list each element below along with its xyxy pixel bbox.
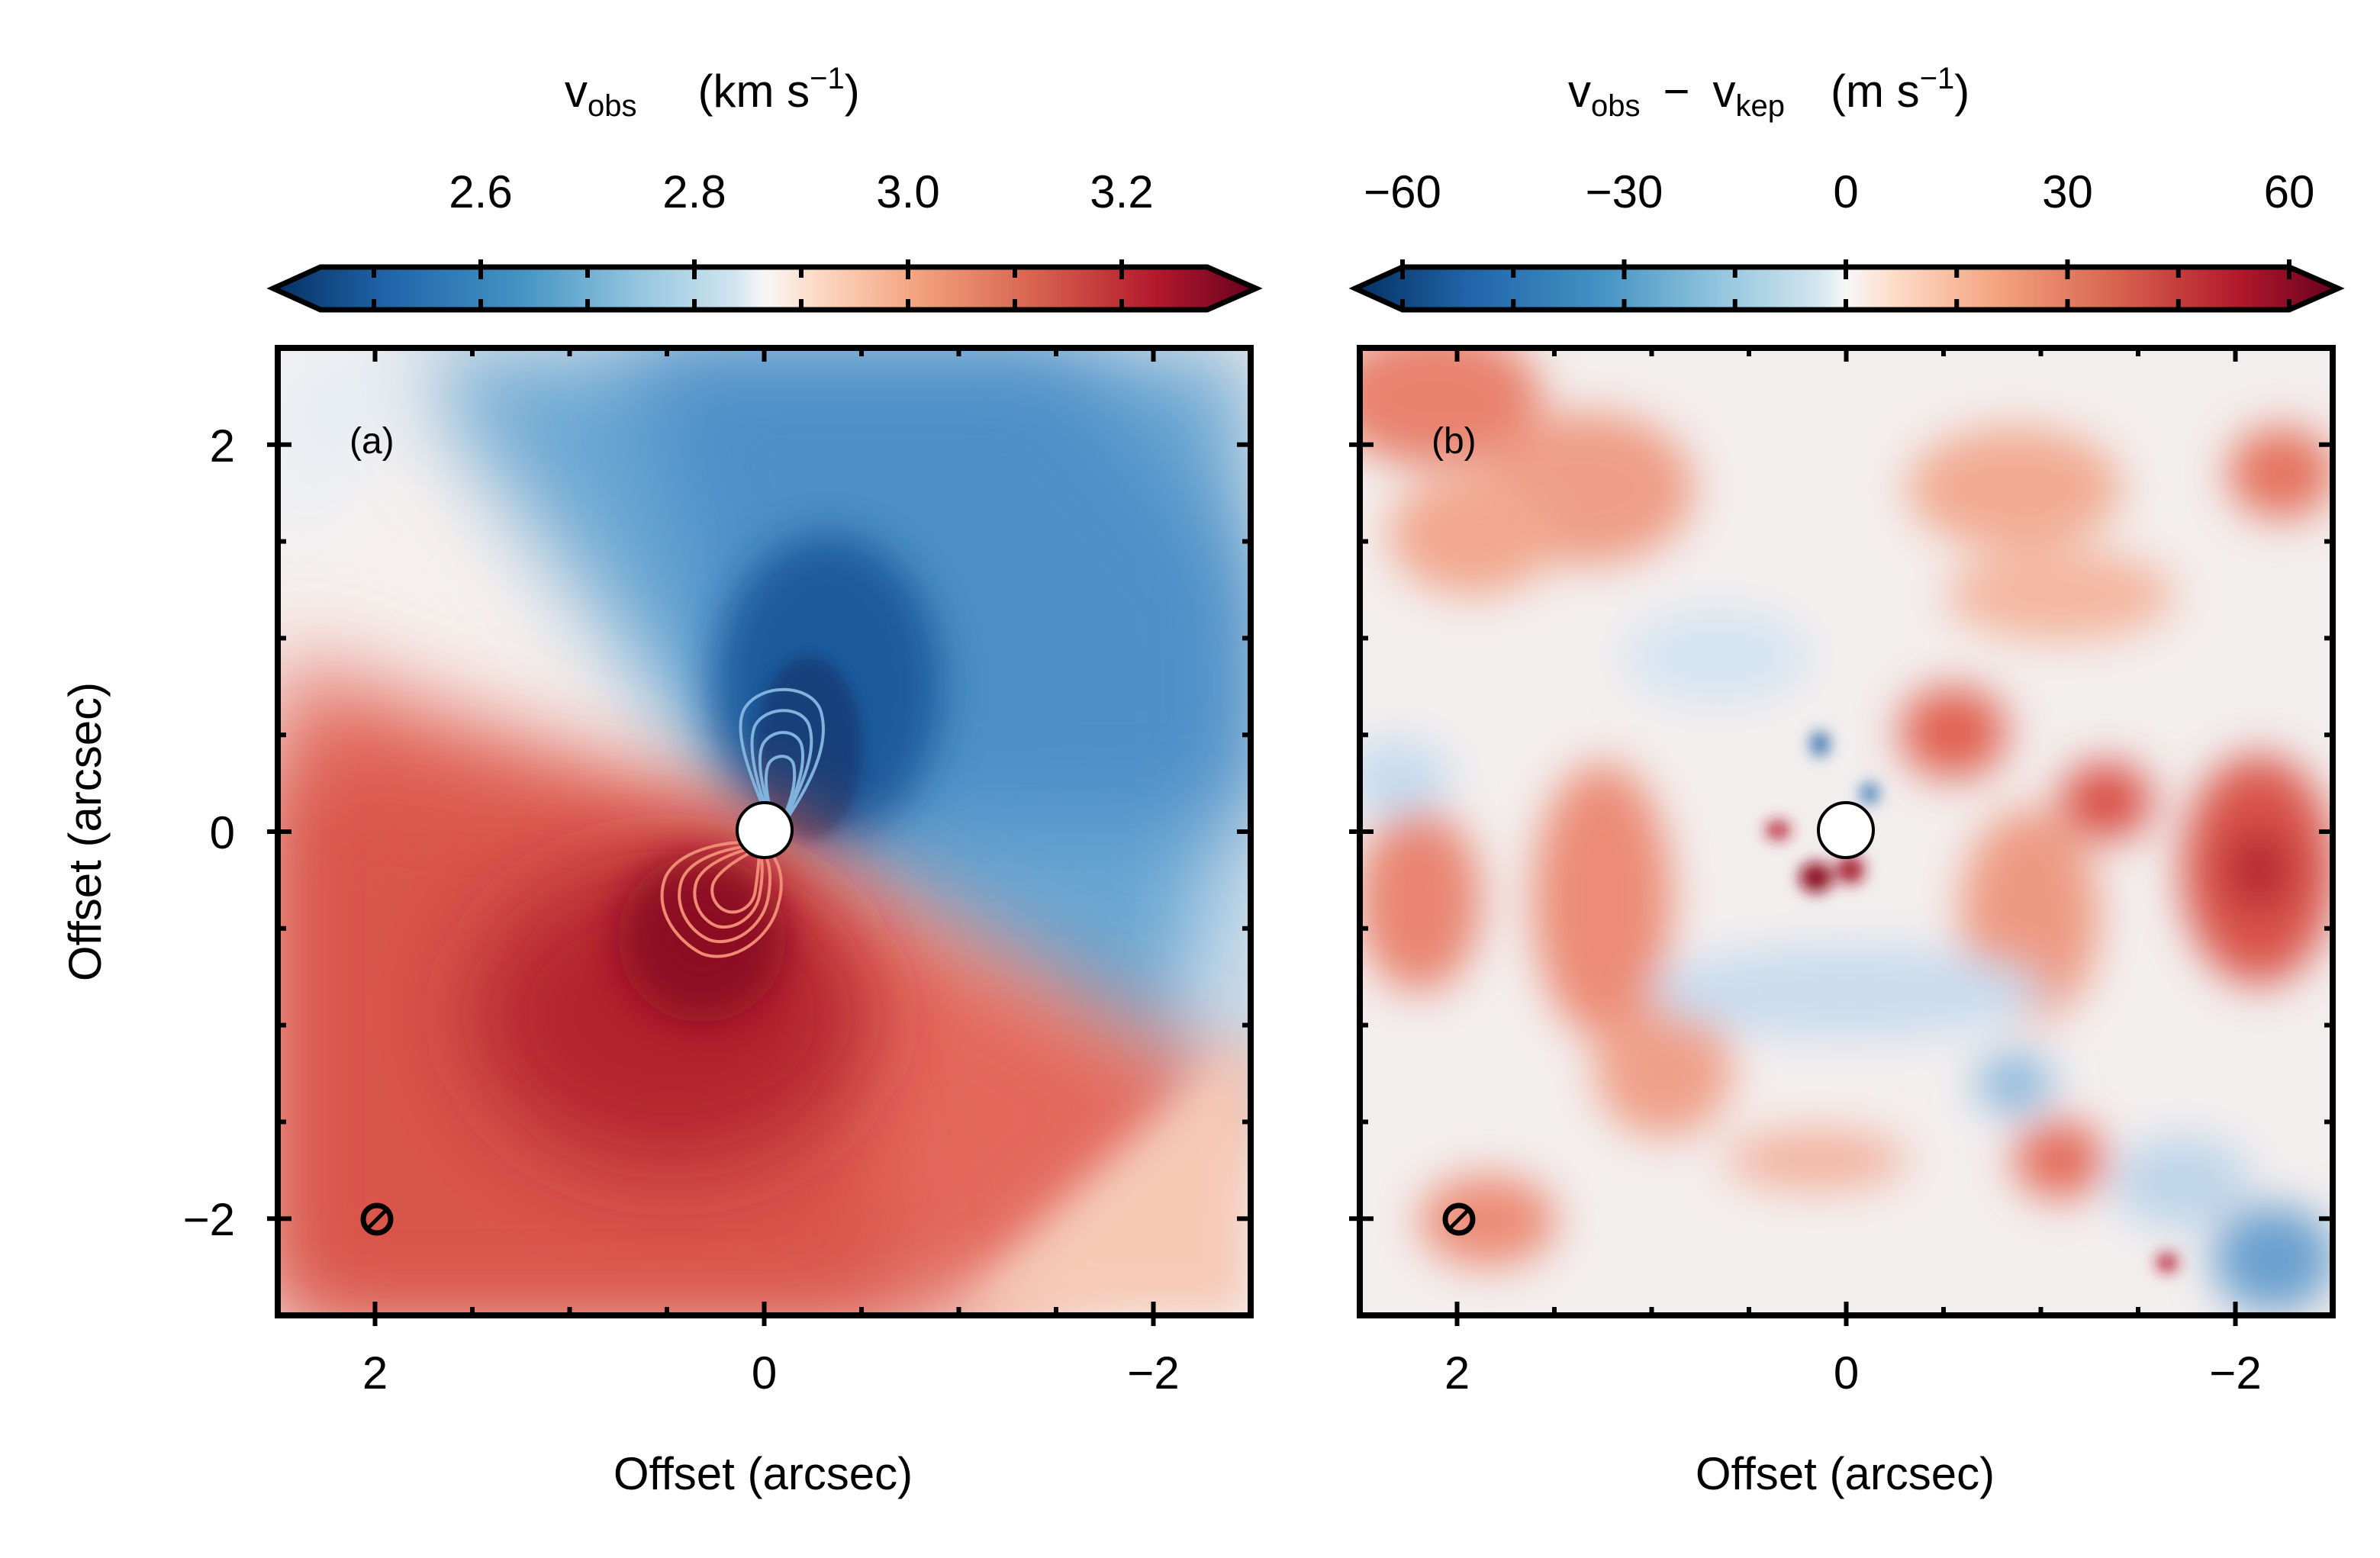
colorbar-ticks-a: 2.6 2.8 3.0 3.2 <box>372 166 1154 308</box>
colorbar-tick-label: 0 <box>1833 166 1858 217</box>
colorbar-tick-label: 60 <box>2264 166 2315 217</box>
y-axis-label-a: Offset (arcsec) <box>60 682 111 981</box>
velocity-map-a <box>278 348 1251 1315</box>
panel-label-a: (a) <box>349 421 395 462</box>
colorbar-tick-label: 2.6 <box>449 166 512 217</box>
x-tick-label: 2 <box>1444 1347 1470 1399</box>
colorbar-tick-label: 3.2 <box>1090 166 1153 217</box>
x-tick-label: 0 <box>1834 1347 1859 1399</box>
beam-marker-a <box>360 1202 394 1236</box>
panel-b: (b) 2 0 −2 Offset (arcsec) −60 −30 0 30 60 vob… <box>1348 62 2345 1499</box>
colorbar-a: 2.6 2.8 3.0 3.2 vobs (km s−1) <box>266 62 1263 313</box>
panel-a: (a) 2 0 −2 2 0 −2 Offset (arcsec) Offset (arc… <box>60 62 1263 1499</box>
central-mask-b <box>1817 801 1875 859</box>
colorbar-tick-label: −30 <box>1586 166 1663 217</box>
contours-red <box>660 840 783 958</box>
y-tick-label: 0 <box>210 807 235 858</box>
beam-marker-b <box>1442 1202 1476 1236</box>
central-mask-a <box>736 801 794 859</box>
colorbar-tick-label: 30 <box>2042 166 2093 217</box>
axis-ticks-a: 2 0 −2 2 0 −2 <box>183 346 1253 1399</box>
x-tick-label: 2 <box>362 1347 388 1399</box>
contours-blue <box>739 687 825 822</box>
x-axis-label-b: Offset (arcsec) <box>1696 1448 1995 1499</box>
x-tick-label: −2 <box>2209 1347 2261 1399</box>
x-tick-label: −2 <box>1127 1347 1179 1399</box>
colorbar-ticks-b: −60 −30 0 30 60 <box>1364 166 2314 308</box>
colorbar-tick-label: 2.8 <box>662 166 726 217</box>
y-tick-label: 2 <box>210 420 235 472</box>
colorbar-tick-label: −60 <box>1364 166 1441 217</box>
y-tick-label: −2 <box>183 1194 235 1245</box>
colorbar-label-a: vobs (km s−1) <box>565 62 860 123</box>
colorbar-b: −60 −30 0 30 60 vobs − vkep (m s−1) <box>1348 62 2345 313</box>
panel-label-b: (b) <box>1432 421 1477 462</box>
colorbar-label-b: vobs − vkep (m s−1) <box>1568 62 1969 123</box>
colorbar-tick-label: 3.0 <box>876 166 939 217</box>
axis-ticks-b: 2 0 −2 <box>1349 346 2335 1399</box>
x-tick-label: 0 <box>752 1347 777 1399</box>
x-axis-label-a: Offset (arcsec) <box>614 1448 913 1499</box>
